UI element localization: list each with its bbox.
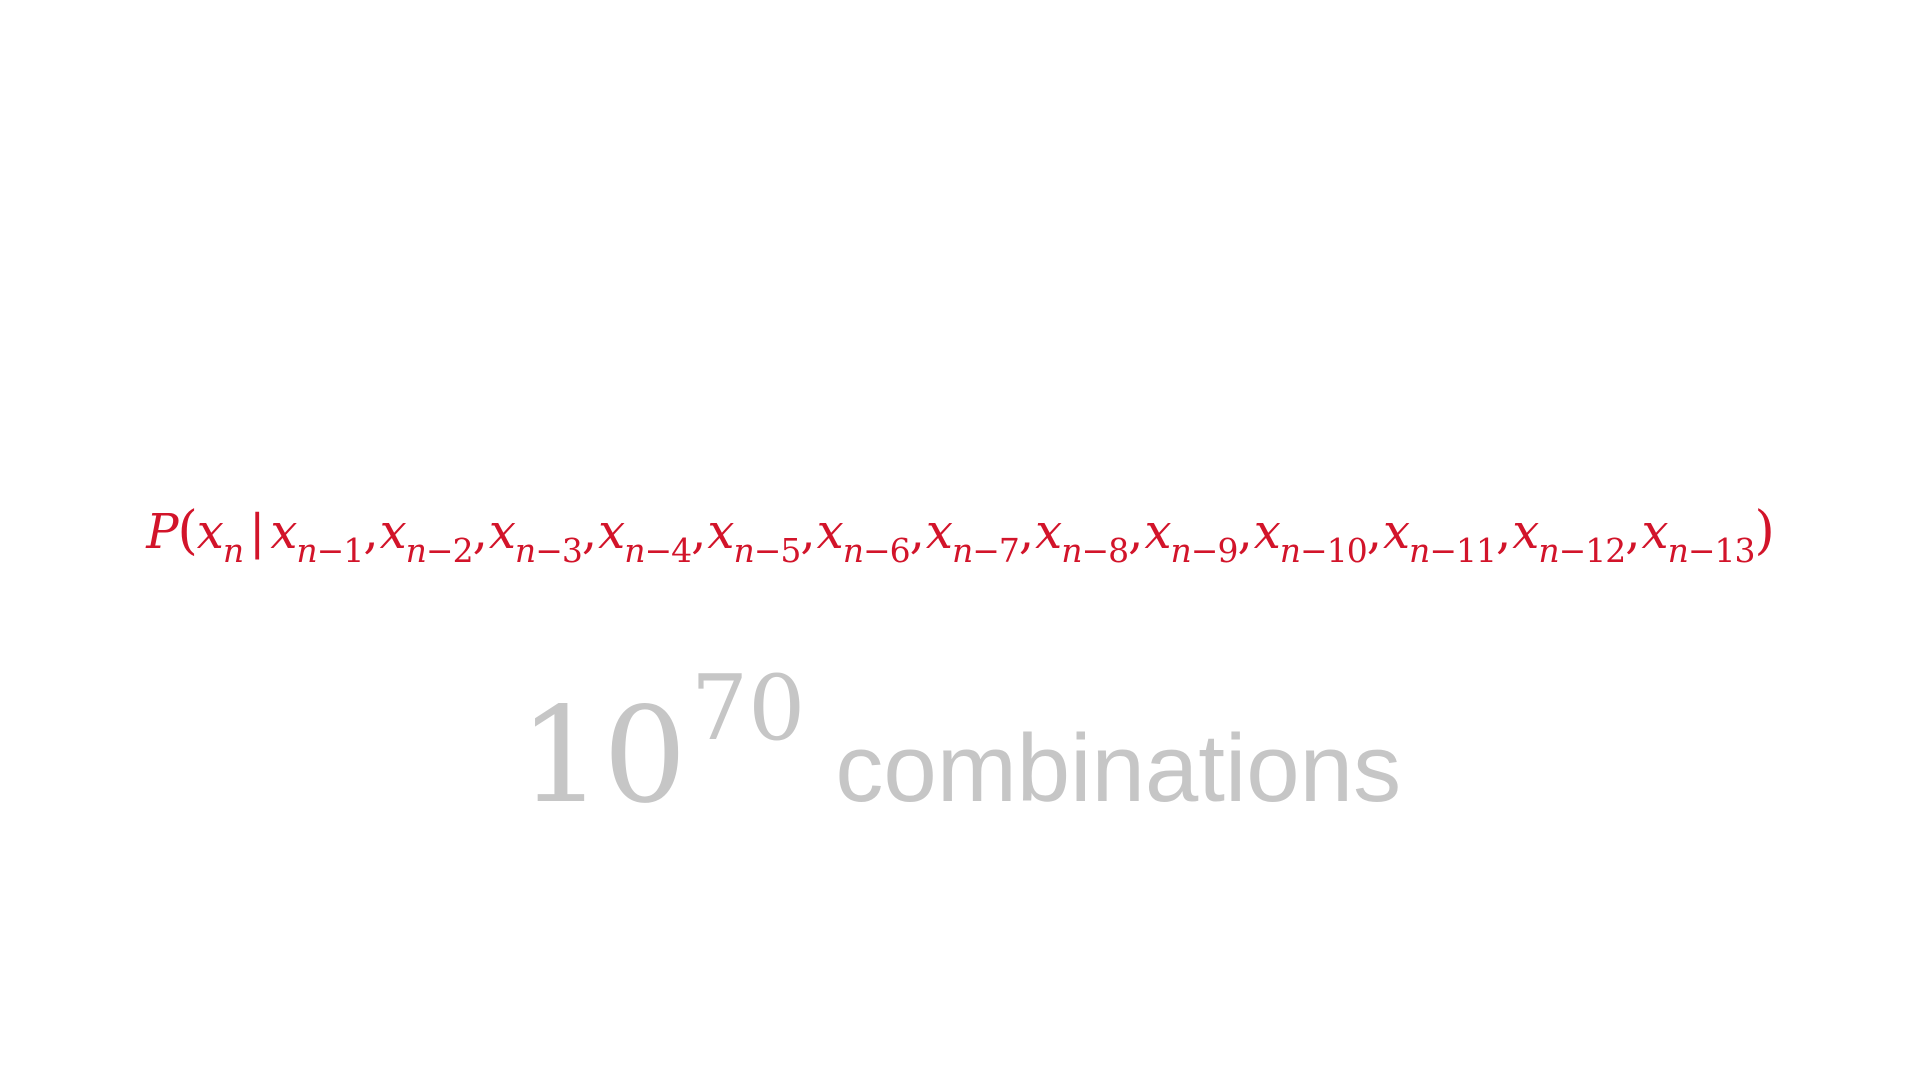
close-paren: ): [1754, 501, 1775, 561]
given-variable: xn−9: [1144, 504, 1238, 570]
combinations-exponent: 70: [690, 656, 806, 761]
given-variable: xn−5: [707, 504, 801, 570]
given-variable: xn−10: [1253, 504, 1368, 570]
given-variable: xn−8: [1035, 504, 1129, 570]
combinations-count: 1070combinations: [0, 656, 1920, 824]
comma: ,: [1366, 504, 1382, 560]
given-variable: xn−1: [270, 504, 364, 570]
given-variable: xn−3: [488, 504, 583, 570]
given-variable: xn−7: [925, 504, 1020, 570]
given-variable: xn−4: [598, 504, 692, 570]
comma: ,: [472, 504, 488, 560]
prob-symbol: P: [146, 504, 178, 560]
conditional-probability-formula: P(xn | xn−1,xn−2,xn−3,xn−4,xn−5,xn−6,xn−7,…: [0, 504, 1920, 570]
open-paren: (: [177, 501, 198, 561]
comma: ,: [581, 504, 597, 560]
comma: ,: [800, 504, 815, 560]
comma: ,: [1625, 504, 1640, 560]
comma: ,: [1237, 504, 1252, 560]
target-variable: xn: [196, 504, 244, 570]
comma: ,: [1495, 504, 1511, 560]
comma: ,: [363, 504, 378, 560]
given-variable: xn−6: [816, 504, 911, 570]
given-bar: |: [249, 504, 265, 560]
comma: ,: [691, 504, 706, 560]
given-variable: xn−2: [379, 504, 474, 570]
given-variable: xn−13: [1641, 504, 1756, 570]
combinations-label: combinations: [835, 715, 1402, 822]
given-variables: xn−1,xn−2,xn−3,xn−4,xn−5,xn−6,xn−7,xn−8,…: [270, 504, 1756, 570]
comma: ,: [909, 504, 925, 560]
comma: ,: [1018, 504, 1034, 560]
given-variable: xn−12: [1512, 504, 1626, 570]
combinations-base: 10: [518, 679, 687, 833]
given-variable: xn−11: [1382, 504, 1497, 570]
comma: ,: [1128, 504, 1143, 560]
